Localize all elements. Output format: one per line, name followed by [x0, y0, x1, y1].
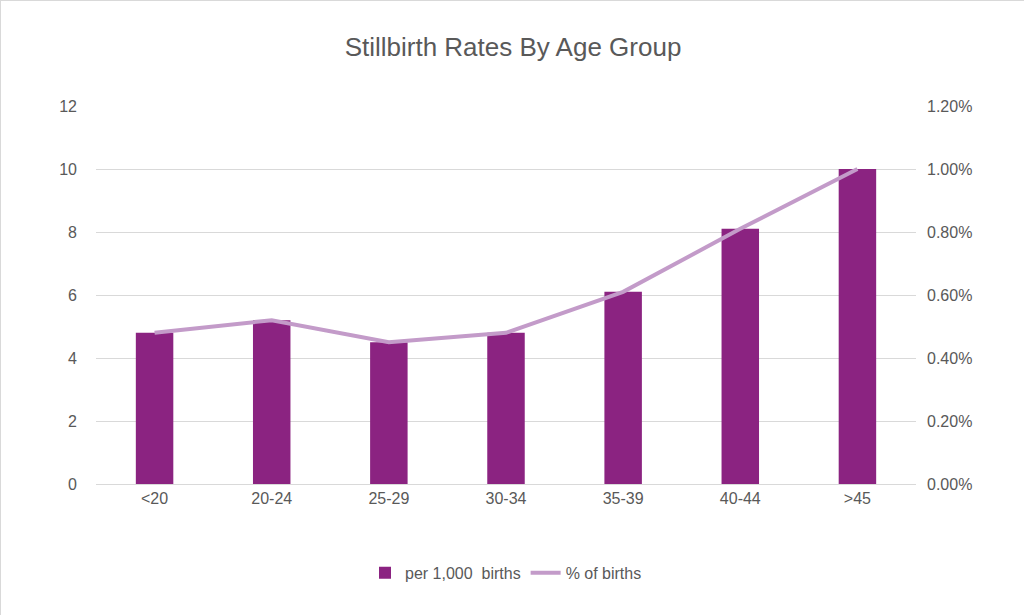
svg-text:0.40%: 0.40%: [927, 350, 972, 367]
svg-text:0.60%: 0.60%: [927, 287, 972, 304]
svg-text:8: 8: [68, 224, 77, 241]
svg-text:0.20%: 0.20%: [927, 413, 972, 430]
svg-text:4: 4: [68, 350, 77, 367]
svg-text:0.80%: 0.80%: [927, 224, 972, 241]
svg-text:2: 2: [68, 413, 77, 430]
svg-text:Stillbirth Rates By Age Group: Stillbirth Rates By Age Group: [345, 32, 682, 62]
svg-text:10: 10: [59, 161, 77, 178]
svg-text:25-29: 25-29: [368, 490, 409, 507]
svg-text:1.00%: 1.00%: [927, 161, 972, 178]
svg-text:0.00%: 0.00%: [927, 476, 972, 493]
svg-text:20-24: 20-24: [251, 490, 292, 507]
svg-text:0: 0: [68, 476, 77, 493]
svg-text:<20: <20: [141, 490, 168, 507]
svg-text:% of births: % of births: [566, 565, 642, 582]
svg-text:30-34: 30-34: [486, 490, 527, 507]
svg-text:35-39: 35-39: [603, 490, 644, 507]
svg-text:1.20%: 1.20%: [927, 98, 972, 115]
svg-text:40-44: 40-44: [720, 490, 761, 507]
svg-text:per 1,000 births: per 1,000 births: [405, 565, 521, 582]
svg-text:>45: >45: [844, 490, 871, 507]
svg-text:12: 12: [59, 98, 77, 115]
svg-text:6: 6: [68, 287, 77, 304]
